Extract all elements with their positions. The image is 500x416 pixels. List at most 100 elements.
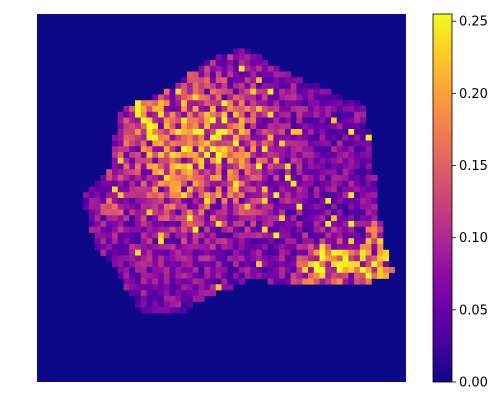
heatmap-cell <box>175 111 182 118</box>
heatmap-cell <box>204 94 211 101</box>
heatmap-cell <box>325 267 332 274</box>
heatmap-cell <box>325 198 332 205</box>
heatmap-cell <box>221 175 228 182</box>
heatmap-cell <box>267 244 274 251</box>
heatmap-cell <box>111 215 119 222</box>
heatmap-cell <box>348 180 355 187</box>
heatmap-cell <box>256 83 263 90</box>
heatmap-cell <box>359 186 366 193</box>
heatmap-cell <box>140 278 147 285</box>
heatmap-cell <box>227 272 234 279</box>
heatmap-cell <box>359 157 366 164</box>
heatmap-cell <box>123 244 130 251</box>
heatmap-cell <box>348 111 355 118</box>
heatmap-cell <box>354 203 361 210</box>
heatmap-cell <box>129 249 136 256</box>
heatmap-cell <box>209 60 217 67</box>
heatmap-cell <box>273 180 280 187</box>
heatmap-cell <box>250 249 257 256</box>
heatmap-cell <box>221 221 228 228</box>
heatmap-cell <box>325 163 332 170</box>
heatmap-cell <box>135 284 142 291</box>
heatmap-cell <box>204 278 211 285</box>
heatmap-cell <box>135 244 142 251</box>
heatmap-cell <box>123 221 130 228</box>
heatmap-cell <box>250 226 257 233</box>
heatmap-cell <box>348 261 355 268</box>
heatmap-cell <box>94 215 101 222</box>
heatmap-cell <box>244 203 251 210</box>
heatmap-cell <box>307 117 315 124</box>
heatmap-cell <box>359 175 366 182</box>
heatmap-cell <box>273 232 280 239</box>
heatmap-cell <box>163 157 170 164</box>
heatmap-cell <box>244 238 251 245</box>
heatmap-cell <box>209 238 217 245</box>
heatmap-cell <box>169 215 176 222</box>
heatmap-image <box>37 14 406 382</box>
heatmap-cell <box>290 83 297 90</box>
heatmap-cell <box>325 255 332 262</box>
heatmap-cell <box>261 272 268 279</box>
heatmap-cell <box>284 88 292 95</box>
heatmap-cell <box>94 198 101 205</box>
heatmap-cell <box>256 129 263 136</box>
heatmap-cell <box>227 203 234 210</box>
heatmap-cell <box>186 301 194 308</box>
heatmap-cell <box>227 232 234 239</box>
heatmap-cell <box>209 278 217 285</box>
heatmap-cell <box>319 261 326 268</box>
heatmap-cell <box>256 146 263 153</box>
heatmap-cell <box>290 106 297 113</box>
heatmap-cell <box>175 100 182 107</box>
heatmap-cell <box>342 140 349 147</box>
heatmap-cell <box>198 71 205 78</box>
heatmap-cell <box>198 295 205 302</box>
heatmap-cell <box>348 157 355 164</box>
heatmap-cell <box>244 65 251 72</box>
heatmap-cell <box>146 100 153 107</box>
heatmap-cell <box>186 261 194 268</box>
heatmap-cell <box>284 203 292 210</box>
heatmap-cell <box>158 94 165 101</box>
heatmap-cell <box>117 192 124 199</box>
heatmap-cell <box>175 88 182 95</box>
heatmap-cell <box>336 117 343 124</box>
heatmap-cell <box>319 169 326 176</box>
heatmap-cell <box>146 278 153 285</box>
heatmap-cell <box>336 100 343 107</box>
heatmap-cell <box>233 100 240 107</box>
heatmap-cell <box>365 278 372 285</box>
heatmap-cell <box>307 209 315 216</box>
heatmap-cell <box>256 77 263 84</box>
heatmap-cell <box>354 180 361 187</box>
heatmap-cell <box>388 267 395 274</box>
heatmap-cell <box>204 272 211 279</box>
heatmap-cell <box>313 129 320 136</box>
heatmap-cell <box>319 209 326 216</box>
heatmap-cell <box>256 60 263 67</box>
heatmap-cell <box>175 117 182 124</box>
heatmap-cell <box>215 106 222 113</box>
heatmap-cell <box>359 192 366 199</box>
heatmap-cell <box>296 146 303 153</box>
heatmap-cell <box>307 175 315 182</box>
heatmap-cell <box>319 186 326 193</box>
heatmap-cell <box>227 54 234 61</box>
heatmap-cell <box>325 215 332 222</box>
heatmap-cell <box>267 221 274 228</box>
heatmap-cell <box>233 278 240 285</box>
heatmap-cell <box>163 123 170 130</box>
heatmap-cell <box>204 192 211 199</box>
heatmap-cell <box>371 215 378 222</box>
heatmap-cell <box>111 244 119 251</box>
heatmap-cell <box>348 106 355 113</box>
heatmap-cell <box>261 255 268 262</box>
heatmap-cell <box>261 169 268 176</box>
heatmap-cell <box>100 186 107 193</box>
heatmap-cell <box>302 106 309 113</box>
heatmap-cell <box>106 221 113 228</box>
heatmap-cell <box>221 244 228 251</box>
heatmap-cell <box>296 215 303 222</box>
heatmap-cell <box>163 111 170 118</box>
